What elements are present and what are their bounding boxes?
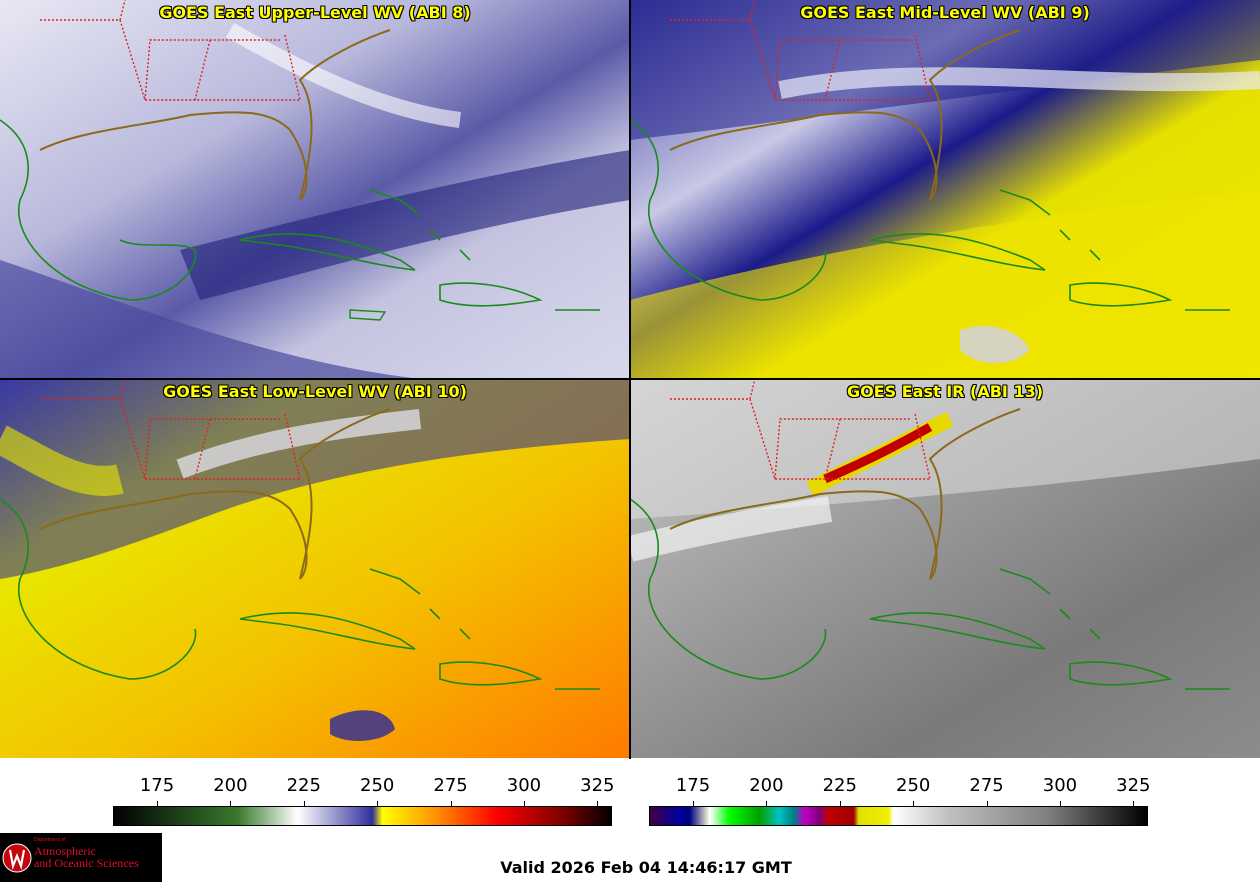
logo-line2: and Oceanic Sciences [34,856,139,870]
colorbar-tick [1133,801,1135,806]
logo-dept: Department of [34,837,66,843]
colorbar-tick-label: 300 [1042,775,1078,796]
panel-divider-horizontal [0,378,1260,380]
colorbar-tick [913,801,915,806]
colorbar-tick-label: 250 [359,775,395,796]
valid-time: Valid 2026 Feb 04 14:46:17 GMT [500,858,792,877]
colorbar-tick [230,801,232,806]
satellite-image-upper [0,0,630,379]
colorbar-tick-label: 275 [433,775,468,796]
panel-low-wv: GOES East Low-Level WV (ABI 10) [0,379,630,758]
panel-title: GOES East Low-Level WV (ABI 10) [163,382,467,401]
colorbar-tick [597,801,599,806]
colorbar-tick [986,801,988,806]
colorbar-tick-label: 225 [822,775,857,796]
colorbar-tick-label: 175 [139,775,175,796]
colorbar-tick [303,801,305,806]
colorbar-ir [649,806,1148,826]
colorbar-tick-label: 250 [895,775,931,796]
colorbar-tick [377,801,379,806]
satellite-image-mid [630,0,1260,379]
panel-mid-wv: GOES East Mid-Level WV (ABI 9) [630,0,1260,379]
panel-title: GOES East Upper-Level WV (ABI 8) [159,3,471,22]
satellite-image-ir [630,379,1260,758]
panel-title: GOES East IR (ABI 13) [846,382,1044,401]
panel-title: GOES East Mid-Level WV (ABI 9) [800,3,1090,22]
colorbar-tick-label: 300 [506,775,542,796]
colorbar-wv [113,806,612,826]
state-borders [40,0,301,101]
logo-line1: Atmospheric [34,844,96,858]
colorbar-tick [1059,801,1061,806]
panel-ir: GOES East IR (ABI 13) [630,379,1260,758]
aos-logo: Department of Atmospheric and Oceanic Sc… [0,833,162,882]
colorbar-tick-label: 200 [213,775,248,796]
colorbar-tick-label: 225 [286,775,321,796]
logo-name: Atmospheric and Oceanic Sciences [34,845,139,869]
colorbar-tick [839,801,841,806]
colorbar-tick [693,801,695,806]
coastline [0,119,197,301]
colorbar-tick [157,801,159,806]
colorbar-tick [523,801,525,806]
colorbar-tick [766,801,768,806]
uw-crest-icon [2,843,32,873]
colorbar-tick-label: 200 [749,775,784,796]
panel-upper-wv: GOES East Upper-Level WV (ABI 8) [0,0,630,379]
colorbar-tick-label: 325 [1116,775,1151,796]
colorbar-tick-label: 175 [675,775,711,796]
colorbar-tick-label: 275 [969,775,1004,796]
satellite-image-low [0,379,630,758]
colorbar-tick [450,801,452,806]
colorbar-tick-label: 325 [580,775,615,796]
